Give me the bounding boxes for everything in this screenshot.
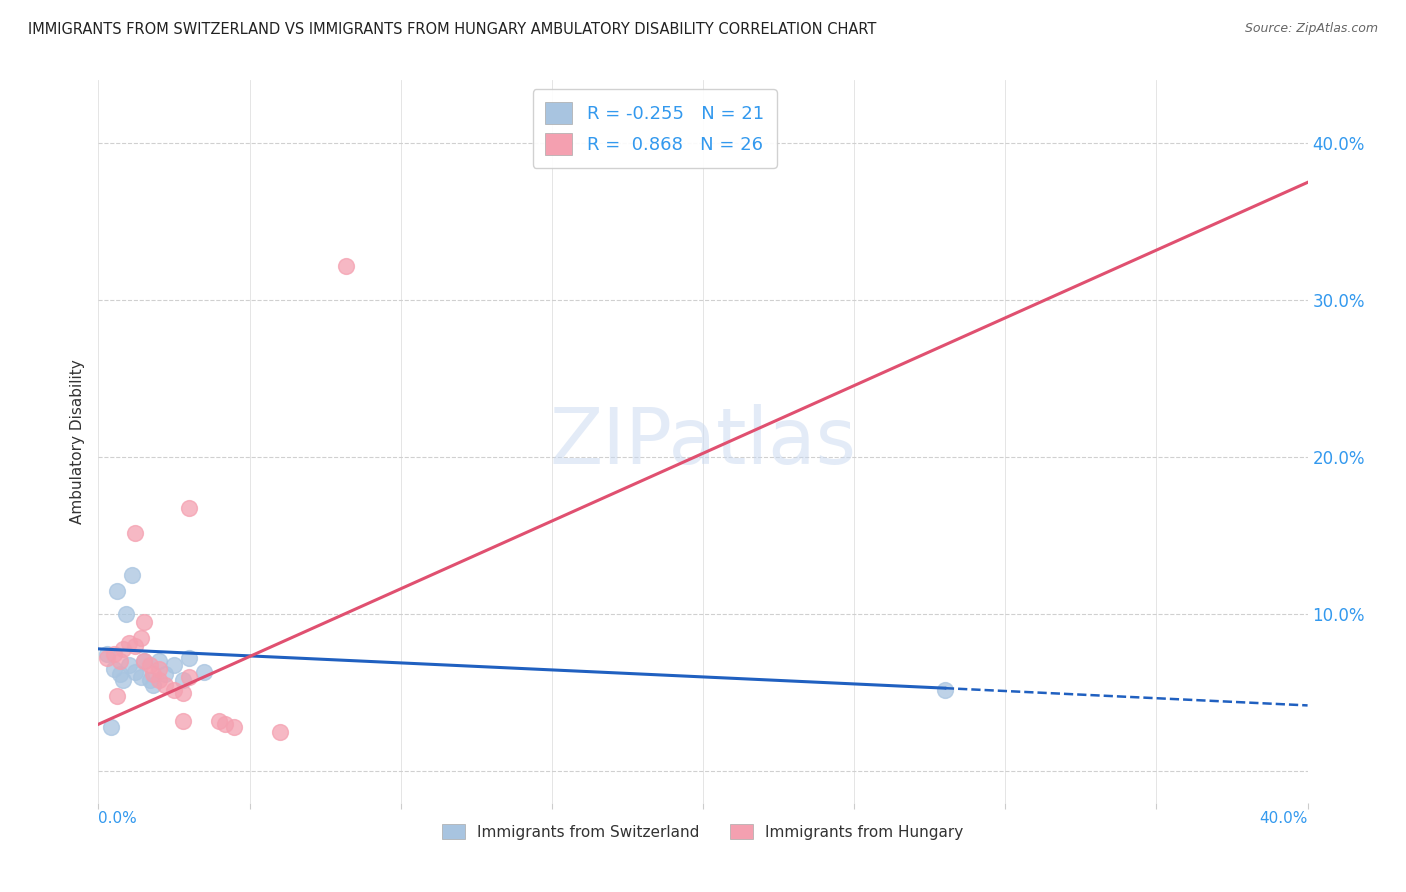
Point	[179, 651, 201, 665]
Point	[114, 607, 136, 622]
Point	[121, 568, 143, 582]
Point	[124, 525, 146, 540]
Point	[934, 682, 956, 697]
Point	[193, 665, 215, 680]
Point	[148, 662, 170, 676]
Point	[108, 667, 131, 681]
Point	[124, 639, 146, 653]
Text: ZIPatlas: ZIPatlas	[550, 403, 856, 480]
Y-axis label: Ambulatory Disability: Ambulatory Disability	[70, 359, 86, 524]
Point	[148, 673, 170, 688]
Point	[163, 682, 186, 697]
Point	[163, 657, 186, 672]
Point	[148, 655, 170, 669]
Point	[118, 657, 141, 672]
Point	[208, 714, 231, 728]
Point	[172, 673, 194, 688]
Point	[142, 667, 165, 681]
Point	[103, 647, 125, 661]
Point	[139, 673, 162, 688]
Point	[103, 662, 125, 676]
Point	[269, 725, 291, 739]
Point	[111, 673, 134, 688]
Point	[100, 720, 122, 734]
Point	[108, 655, 131, 669]
Point	[124, 665, 146, 680]
Text: 40.0%: 40.0%	[1260, 811, 1308, 826]
Text: IMMIGRANTS FROM SWITZERLAND VS IMMIGRANTS FROM HUNGARY AMBULATORY DISABILITY COR: IMMIGRANTS FROM SWITZERLAND VS IMMIGRANT…	[28, 22, 876, 37]
Point	[153, 678, 176, 692]
Point	[105, 583, 128, 598]
Point	[111, 641, 134, 656]
Text: 0.0%: 0.0%	[98, 811, 138, 826]
Point	[132, 655, 155, 669]
Point	[129, 631, 152, 645]
Point	[132, 615, 155, 630]
Point	[179, 500, 201, 515]
Point	[224, 720, 246, 734]
Point	[118, 635, 141, 649]
Point	[172, 686, 194, 700]
Point	[139, 657, 162, 672]
Point	[172, 714, 194, 728]
Point	[132, 655, 155, 669]
Point	[142, 678, 165, 692]
Legend: Immigrants from Switzerland, Immigrants from Hungary: Immigrants from Switzerland, Immigrants …	[436, 818, 970, 846]
Point	[214, 717, 236, 731]
Point	[96, 651, 118, 665]
Point	[96, 647, 118, 661]
Point	[105, 689, 128, 703]
Point	[129, 670, 152, 684]
Point	[153, 667, 176, 681]
Point	[179, 670, 201, 684]
Point	[335, 259, 357, 273]
Text: Source: ZipAtlas.com: Source: ZipAtlas.com	[1244, 22, 1378, 36]
